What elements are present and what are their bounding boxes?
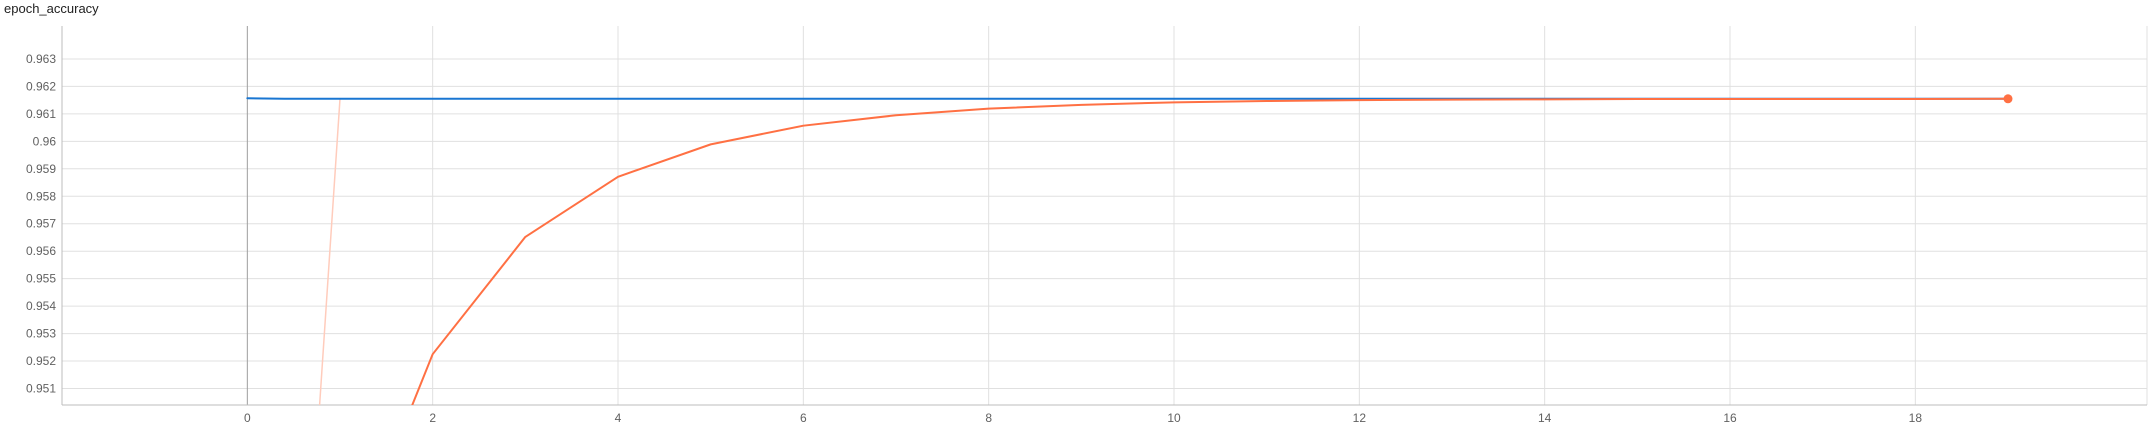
x-tick-label: 14	[1538, 411, 1552, 425]
y-tick-label: 0.963	[26, 52, 56, 66]
y-tick-label: 0.952	[26, 354, 56, 368]
series-line-2-raw	[318, 98, 2009, 405]
x-tick-label: 0	[244, 411, 251, 425]
chart-title: epoch_accuracy	[4, 1, 99, 16]
y-tick-label: 0.956	[26, 244, 56, 258]
series	[246, 97, 2009, 405]
y-tick-label: 0.953	[26, 327, 56, 341]
x-tick-label: 16	[1723, 411, 1737, 425]
y-tick-label: 0.962	[26, 79, 56, 93]
x-tick-label: 4	[615, 411, 622, 425]
y-tick-label: 0.959	[26, 162, 56, 176]
axes	[61, 26, 2148, 406]
x-tick-label: 2	[429, 411, 436, 425]
y-tick-label: 0.955	[26, 272, 56, 286]
x-tick-label: 6	[800, 411, 807, 425]
series-line-1	[411, 97, 2009, 405]
y-tick-label: 0.951	[26, 382, 56, 396]
x-tick-label: 12	[1353, 411, 1367, 425]
y-tick-label: 0.96	[33, 134, 57, 148]
y-tick-label: 0.954	[26, 299, 56, 313]
grid	[62, 26, 2147, 405]
y-tick-label: 0.957	[26, 217, 56, 231]
highlighted-data-point[interactable]	[2003, 94, 2013, 104]
points[interactable]	[2003, 94, 2013, 104]
y-tick-label: 0.961	[26, 107, 56, 121]
tick-labels: 0.951 0.952 0.953 0.954 0.955 0.956 0.957 0.958…	[26, 52, 1922, 425]
x-tick-label: 10	[1167, 411, 1181, 425]
x-tick-label: 8	[985, 411, 992, 425]
y-tick-label: 0.958	[26, 189, 56, 203]
x-tick-label: 18	[1909, 411, 1923, 425]
